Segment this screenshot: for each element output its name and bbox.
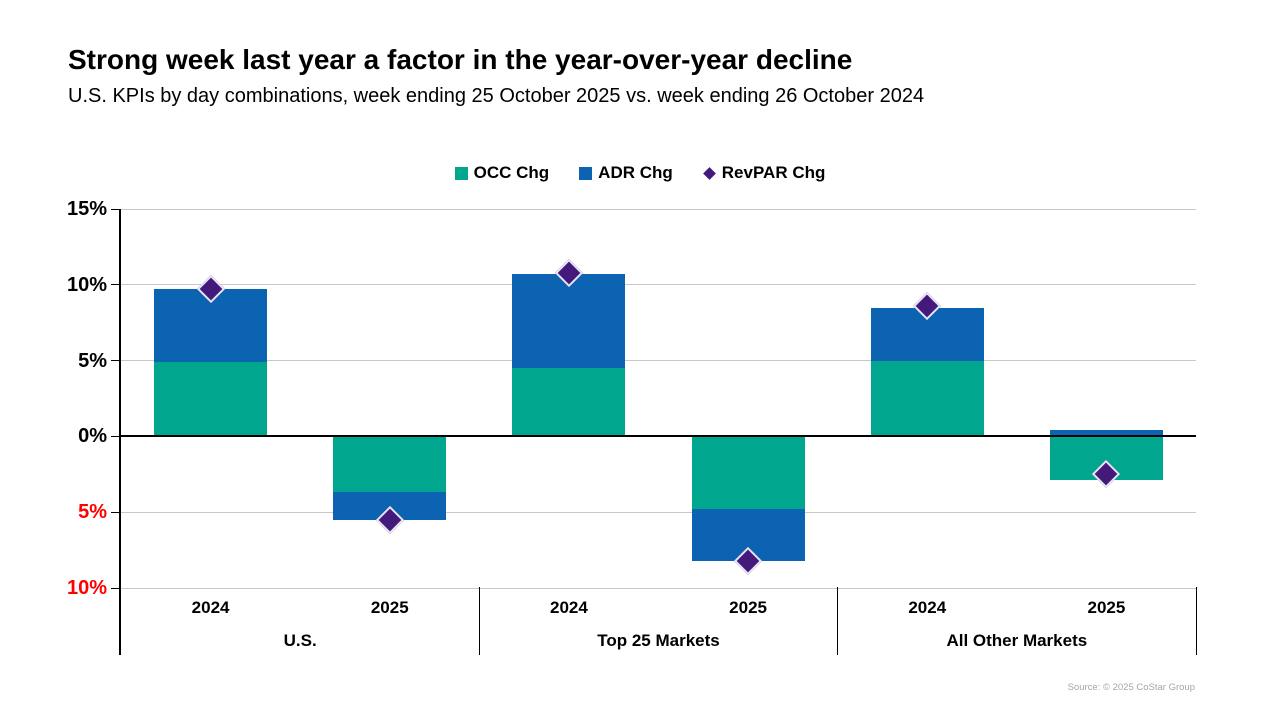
category-group-separator	[478, 587, 480, 655]
adr-bar-segment	[1049, 430, 1163, 437]
occ-bar-segment	[154, 362, 268, 437]
y-axis-tick-mark	[111, 435, 119, 437]
legend-label: OCC Chg	[473, 163, 550, 182]
x-axis-year-label: 2025	[370, 598, 409, 617]
chart-legend: OCC Chg ADR Chg RevPAR Chg	[0, 163, 1280, 183]
y-axis-tick-mark	[111, 587, 119, 589]
legend-item-occ-chg: OCC Chg	[454, 163, 550, 183]
legend-item-revpar-chg: RevPAR Chg	[702, 163, 826, 183]
y-axis-tick-label: 5%	[78, 501, 107, 524]
adr-bar-segment	[512, 274, 626, 369]
x-axis-group-label: All Other Markets	[946, 631, 1088, 650]
gridline	[121, 511, 1196, 513]
y-axis-tick-mark	[111, 360, 119, 362]
legend-label: ADR Chg	[598, 163, 673, 182]
x-axis-group-label: Top 25 Markets	[597, 631, 720, 650]
y-axis-tick-mark	[111, 511, 119, 513]
y-axis-tick-label: 5%	[78, 349, 107, 372]
page-subtitle: U.S. KPIs by day combinations, week endi…	[68, 85, 925, 108]
category-group-separator	[1195, 587, 1197, 655]
x-axis-year-label: 2025	[729, 598, 767, 617]
occ-bar-segment	[333, 436, 447, 493]
x-axis-year-label: 2025	[1087, 598, 1126, 617]
gridline	[121, 360, 1196, 362]
x-axis-year-label: 2024	[549, 598, 588, 617]
gridline	[121, 587, 1196, 589]
y-axis-tick-mark	[111, 208, 119, 210]
square-swatch-icon	[579, 166, 593, 180]
x-axis-year-label: 2024	[191, 598, 230, 617]
plot-area: 15% 10% 5% 0% 5% 10% 2024 2025 2024 2025 2024 2025 U…	[67, 198, 1197, 655]
occ-bar-segment	[870, 360, 984, 437]
chart-header: Strong week last year a factor in the ye…	[68, 44, 1208, 108]
y-axis-line	[119, 209, 121, 655]
diamond-marker-icon	[702, 166, 716, 180]
category-group-separator	[837, 587, 839, 655]
y-axis-tick-label: 0%	[78, 425, 107, 448]
y-axis-tick-label: 15%	[66, 198, 107, 220]
y-axis-tick-label: 10%	[66, 577, 107, 599]
y-axis-tick-label: 10%	[66, 273, 107, 296]
gridline	[121, 284, 1196, 286]
occ-bar-segment	[691, 436, 805, 510]
occ-bar-segment	[512, 368, 626, 437]
x-axis-year-label: 2024	[908, 598, 947, 617]
legend-label: RevPAR Chg	[721, 163, 826, 182]
y-axis-tick-mark	[111, 284, 119, 286]
square-swatch-icon	[454, 166, 468, 180]
legend-item-adr-chg: ADR Chg	[579, 163, 673, 183]
zero-gridline	[121, 435, 1196, 438]
x-axis-group-label: U.S.	[283, 631, 317, 650]
source-attribution: Source: © 2025 CoStar Group	[1067, 682, 1195, 693]
page-title: Strong week last year a factor in the ye…	[68, 44, 853, 75]
gridline	[121, 208, 1196, 210]
